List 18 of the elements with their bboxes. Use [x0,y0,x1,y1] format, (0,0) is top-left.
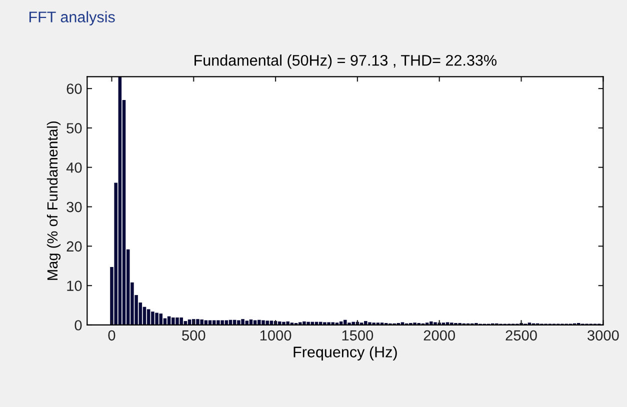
y-tick-label: 40 [66,162,82,173]
y-tick-label: 0 [74,320,82,330]
x-tick-label: 1000 [260,330,292,341]
y-tick-label: 30 [66,202,82,212]
x-tick-label: 0 [108,330,116,341]
chart-title: Fundamental (50Hz) = 97.13 , THD= 22.33% [194,54,497,69]
x-tick-label: 2500 [506,330,537,341]
x-tick-label: 2000 [424,330,456,341]
x-tick-label: 500 [182,330,206,341]
text: FFT analysis [29,11,115,26]
y-tick-label: 60 [66,84,82,94]
y-axis-title: Mag (% of Fundamental) [46,122,61,280]
y-tick-label: 50 [66,123,82,134]
y-tick-label: 20 [66,241,82,252]
y-tick-label: 10 [67,280,82,292]
x-tick-label: 3000 [588,330,619,341]
x-tick-label: 1500 [342,330,374,341]
x-axis-title: Frequency (Hz) [294,346,397,360]
